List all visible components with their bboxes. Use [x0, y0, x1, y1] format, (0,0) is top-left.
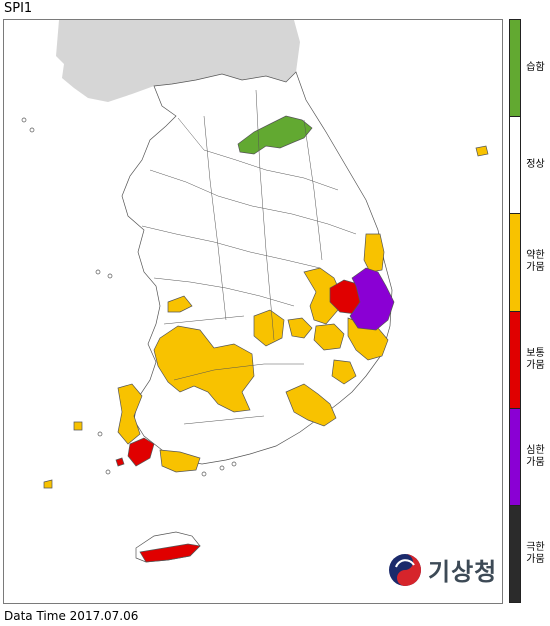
region-mild-1: [363, 233, 385, 273]
data-time: Data Time 2017.07.06: [4, 609, 138, 624]
kma-logo-text: 기상청: [428, 558, 498, 586]
legend-swatch-wet: [510, 20, 520, 118]
drought-map: [3, 19, 503, 604]
legend-swatch-normal: [510, 117, 520, 215]
legend-labels: 습함 정상 약한 가뭄 보통 가뭄 심한 가뭄 극한 가뭄: [521, 19, 550, 603]
legend-swatch-extreme: [510, 505, 520, 603]
small-islands: [21, 117, 237, 477]
region-mild-8: [167, 295, 193, 313]
region-moderate-2: [127, 437, 155, 467]
region-wet: [237, 115, 313, 155]
legend-label-wet: 습함: [526, 61, 545, 73]
region-mild-13: [159, 449, 201, 473]
data-time-label: Data Time: [4, 609, 66, 623]
district-borders: [141, 89, 357, 425]
jeju-moderate: [139, 543, 201, 563]
legend-label-normal: 정상: [526, 158, 545, 170]
region-mild-15: [43, 479, 53, 489]
legend-swatch-moderate: [510, 311, 520, 409]
region-mild-11: [285, 383, 337, 427]
region-mild-6: [253, 309, 285, 347]
legend-label-moderate: 보통 가뭄: [526, 347, 545, 371]
map-title: SPI1: [4, 1, 33, 16]
legend-swatch-severe: [510, 408, 520, 506]
korea-spi-map: [4, 20, 489, 563]
region-mild-16: [73, 421, 83, 431]
region-mild-12: [117, 383, 143, 445]
north-landmass: [56, 20, 300, 102]
kma-taegeuk-logo-icon: [389, 553, 421, 586]
region-mild-7: [287, 317, 313, 339]
legend-colorbar: [509, 19, 521, 603]
region-mild-9: [153, 325, 255, 413]
region-moderate-3: [115, 457, 125, 467]
legend-label-severe: 심한 가뭄: [526, 444, 545, 468]
legend-label-extreme: 극한 가뭄: [526, 542, 545, 566]
kma-logo: 기상청: [388, 552, 497, 587]
legend-label-mild: 약한 가뭄: [526, 250, 545, 274]
region-mild-14: [475, 145, 489, 157]
data-time-date: 2017.07.06: [69, 609, 139, 623]
region-severe-1: [349, 267, 395, 331]
region-mild-5: [313, 323, 345, 351]
region-mild-4: [331, 359, 357, 385]
region-mild-2: [303, 267, 343, 325]
legend-swatch-mild: [510, 214, 520, 312]
